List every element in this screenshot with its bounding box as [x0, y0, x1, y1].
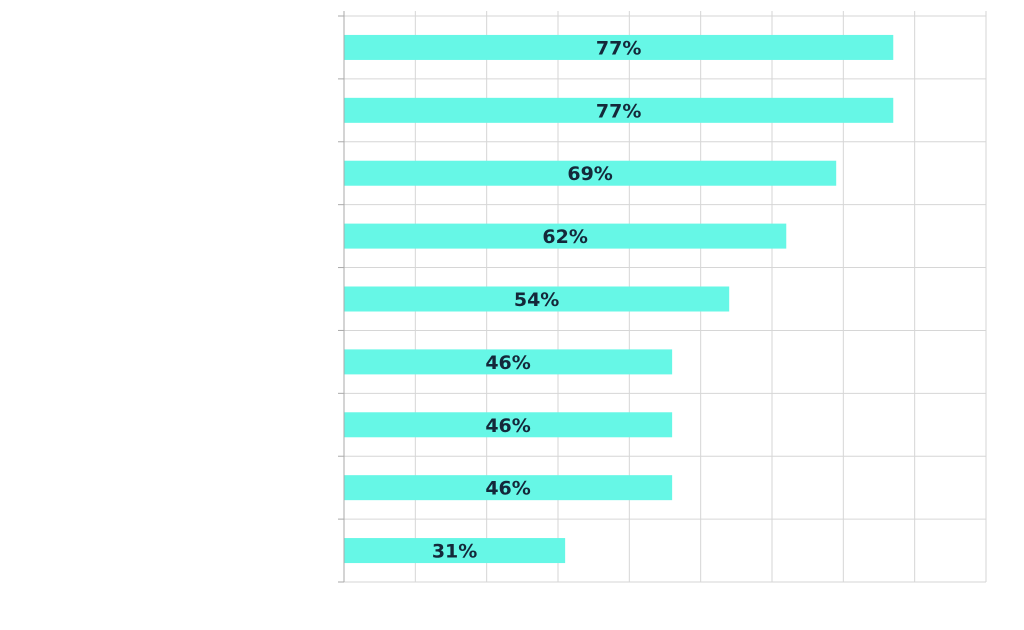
bar	[344, 349, 673, 375]
bar	[344, 34, 894, 60]
bar-value-label: 46%	[485, 352, 530, 374]
bar-value-label: 62%	[542, 226, 587, 248]
bar	[344, 97, 894, 123]
bar-value-label: 54%	[514, 289, 559, 311]
bar-value-label: 46%	[485, 415, 530, 437]
bar-value-label: 77%	[596, 37, 641, 59]
bar	[344, 475, 673, 501]
bar	[344, 412, 673, 438]
bar	[344, 286, 730, 312]
bar	[344, 223, 787, 249]
bar	[344, 160, 837, 186]
bars	[344, 34, 894, 564]
bar	[344, 538, 566, 564]
y-axis	[338, 11, 345, 583]
bar-value-label: 46%	[485, 478, 530, 500]
bar-value-label: 31%	[432, 541, 477, 563]
bar-value-labels: 77% 77% 69% 62% 54% 46% 46% 46% 31%	[432, 37, 642, 562]
bar-value-label: 69%	[567, 163, 612, 185]
bar-value-label: 77%	[596, 100, 641, 122]
